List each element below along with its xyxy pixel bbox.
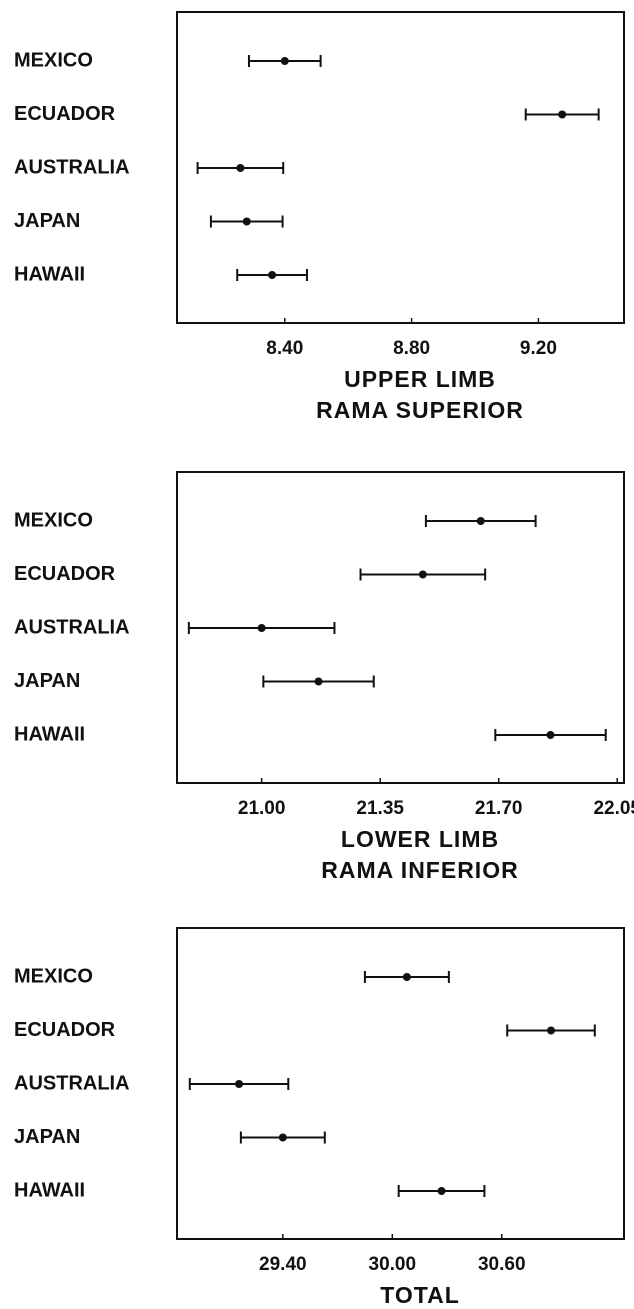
category-label: MEXICO <box>14 49 93 71</box>
category-label: MEXICO <box>14 509 93 531</box>
category-label: ECUADOR <box>14 103 116 125</box>
mean-point <box>547 1026 556 1035</box>
category-label: HAWAII <box>14 1179 85 1201</box>
x-tick-label: 8.80 <box>393 338 430 359</box>
category-label: ECUADOR <box>14 563 116 585</box>
mean-point <box>236 164 245 172</box>
x-tick-label: 30.60 <box>478 1254 526 1275</box>
category-label: JAPAN <box>14 210 80 232</box>
x-tick-label: 29.40 <box>259 1254 307 1275</box>
mean-point <box>280 57 289 65</box>
category-label: AUSTRALIA <box>14 1072 130 1094</box>
mean-point <box>437 1187 446 1195</box>
mean-point <box>402 973 411 981</box>
plot-frame <box>176 11 625 324</box>
x-axis-label: TOTAL <box>380 1282 460 1304</box>
category-label: MEXICO <box>14 965 93 987</box>
plot-frame <box>176 471 625 784</box>
x-axis-label: LOWER LIMB <box>341 826 499 852</box>
category-label: JAPAN <box>14 670 80 692</box>
x-tick-label: 22.05 <box>593 798 634 819</box>
mean-point <box>235 1080 244 1088</box>
category-label: AUSTRALIA <box>14 616 130 638</box>
x-axis-label: UPPER LIMB <box>344 366 496 392</box>
mean-point <box>546 731 555 739</box>
x-axis-label: RAMA INFERIOR <box>321 857 518 883</box>
mean-point <box>558 110 567 119</box>
mean-point <box>418 570 427 579</box>
plot-frame <box>176 927 625 1240</box>
x-axis-label: RAMA SUPERIOR <box>316 397 524 423</box>
x-tick-label: 21.35 <box>356 798 404 819</box>
mean-point <box>278 1133 287 1142</box>
category-label: JAPAN <box>14 1126 80 1148</box>
category-label: HAWAII <box>14 263 85 285</box>
mean-point <box>242 217 251 226</box>
x-tick-label: 30.00 <box>369 1254 417 1275</box>
category-label: HAWAII <box>14 723 85 745</box>
x-tick-label: 21.00 <box>238 798 286 819</box>
x-tick-label: 21.70 <box>475 798 523 819</box>
mean-point <box>476 517 485 525</box>
category-label: ECUADOR <box>14 1019 116 1041</box>
x-tick-label: 9.20 <box>520 338 557 359</box>
mean-point <box>314 677 323 686</box>
x-tick-label: 8.40 <box>266 338 303 359</box>
mean-point <box>257 624 266 632</box>
category-label: AUSTRALIA <box>14 156 130 178</box>
mean-point <box>268 271 277 279</box>
